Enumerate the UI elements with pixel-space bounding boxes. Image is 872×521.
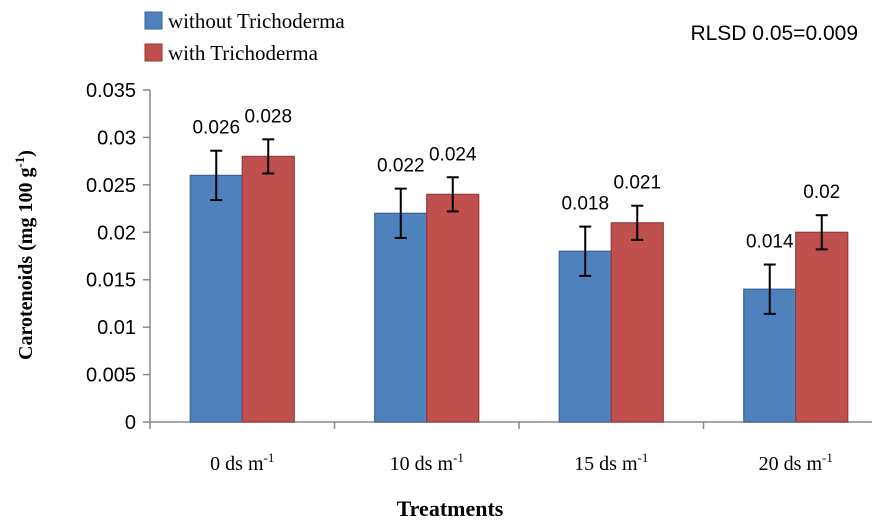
y-axis-title: Carotenoids (mg 100 g-1) [12, 150, 37, 360]
data-label: 0.014 [746, 232, 794, 253]
y-axis: 0 0.005 0.01 0.015 0.02 0.025 0.03 0.035 [86, 80, 151, 434]
data-label: 0.024 [429, 144, 477, 165]
x-tick-label: 10 ds m-1 [390, 450, 464, 475]
bar [374, 212, 428, 423]
x-tick-label: 15 ds m-1 [574, 450, 648, 475]
legend-swatch [144, 11, 163, 30]
legend-swatch [144, 43, 163, 62]
bar [426, 193, 480, 423]
bar [241, 155, 295, 423]
x-tick-label: 20 ds m-1 [759, 450, 833, 475]
y-tick-label: 0.03 [97, 127, 136, 149]
data-label: 0.028 [244, 106, 292, 127]
bar [610, 222, 664, 423]
bars [189, 155, 849, 423]
error-bars [210, 138, 828, 315]
bar [189, 174, 243, 423]
x-axis-title: Treatments [397, 496, 504, 521]
legend: without Trichoderma with Trichoderma [144, 9, 345, 65]
y-tick-label: 0.01 [97, 317, 136, 339]
legend-label: with Trichoderma [168, 41, 319, 65]
data-labels: 0.026 0.022 0.018 0.014 0.028 0.024 0.021 0.02 [192, 106, 840, 252]
rlsd-annotation: RLSD 0.05=0.009 [690, 22, 858, 45]
x-axis: 0 ds m-1 10 ds m-1 15 ds m-1 20 ds m-1 [149, 421, 872, 475]
data-label: 0.02 [803, 182, 840, 203]
legend-label: without Trichoderma [168, 9, 345, 33]
bar [795, 231, 849, 423]
data-label: 0.026 [192, 118, 240, 139]
data-label: 0.022 [377, 156, 425, 177]
y-tick-label: 0.035 [86, 80, 136, 102]
data-label: 0.021 [613, 173, 661, 194]
data-label: 0.018 [561, 194, 609, 215]
x-tick-label: 0 ds m-1 [210, 450, 274, 475]
y-tick-label: 0.015 [86, 270, 136, 292]
y-tick-label: 0.02 [97, 222, 136, 244]
y-tick-label: 0.005 [86, 365, 136, 387]
y-tick-label: 0 [125, 412, 136, 434]
y-tick-label: 0.025 [86, 175, 136, 197]
